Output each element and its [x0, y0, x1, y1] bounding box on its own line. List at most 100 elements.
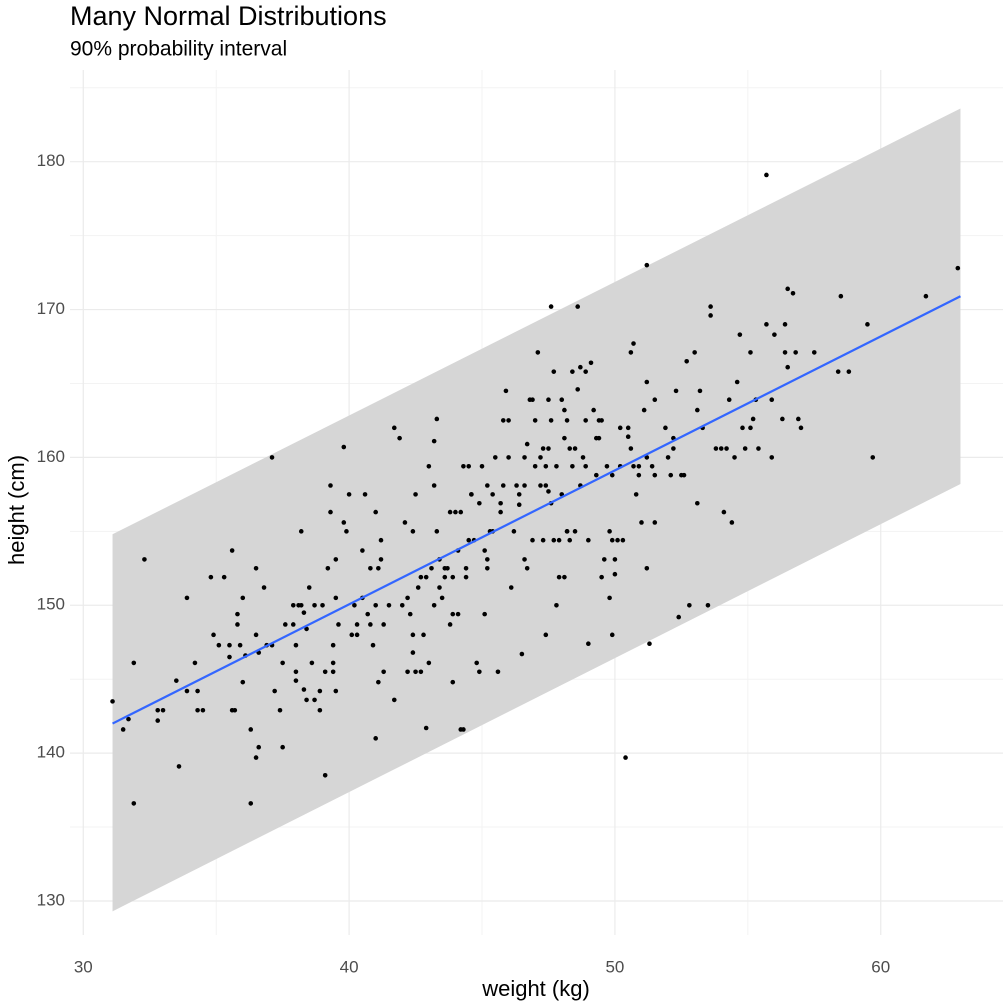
point [644, 379, 650, 385]
point [684, 358, 689, 364]
point [352, 602, 357, 608]
point [426, 660, 432, 666]
point [540, 446, 546, 451]
y-tick-label: 170 [37, 299, 65, 318]
point [423, 725, 429, 731]
point [599, 418, 604, 423]
point [461, 727, 466, 732]
point [673, 388, 679, 394]
point [564, 418, 570, 423]
point [455, 611, 461, 617]
point [647, 641, 652, 647]
y-tick-label: 180 [37, 151, 65, 170]
point [556, 574, 562, 580]
point [705, 602, 711, 608]
point [546, 489, 551, 494]
chart-title: Many Normal Distributions [70, 1, 387, 31]
chart-subtitle: 90% probability interval [70, 38, 287, 61]
point [184, 688, 190, 694]
point [376, 679, 381, 685]
point [652, 520, 658, 525]
point [200, 707, 206, 713]
point [349, 632, 355, 638]
point [485, 565, 490, 571]
point [253, 755, 259, 760]
point [522, 557, 527, 562]
point [636, 463, 642, 469]
point [368, 622, 373, 627]
point [399, 602, 405, 608]
x-tick-label: 50 [605, 957, 624, 976]
point [671, 446, 676, 451]
point [330, 642, 336, 648]
point [312, 697, 317, 703]
point [628, 350, 634, 355]
point [253, 565, 259, 571]
point [415, 585, 421, 590]
point [293, 642, 299, 648]
point [479, 463, 485, 469]
point [378, 557, 384, 562]
point [142, 557, 147, 562]
point [548, 304, 554, 309]
point [652, 397, 658, 403]
point [253, 632, 259, 638]
point [370, 642, 376, 648]
point [522, 483, 527, 488]
point [508, 585, 514, 590]
point [729, 520, 735, 525]
point [373, 602, 378, 608]
point [466, 537, 472, 543]
point [195, 688, 200, 694]
point [386, 602, 392, 608]
point [575, 304, 581, 309]
point [461, 463, 466, 469]
point [229, 548, 235, 553]
point [734, 379, 740, 385]
point [790, 290, 796, 296]
point [923, 293, 929, 299]
point [681, 472, 687, 478]
point [546, 397, 551, 403]
point [413, 669, 418, 675]
point [447, 622, 453, 627]
point [277, 707, 283, 713]
point [269, 455, 275, 460]
point [572, 529, 578, 534]
point [562, 407, 567, 413]
point [554, 463, 559, 469]
point [570, 463, 575, 469]
point [538, 455, 543, 460]
point [498, 509, 503, 515]
point [453, 509, 458, 515]
point [580, 455, 586, 460]
point [748, 425, 753, 431]
y-tick-label: 140 [37, 743, 65, 762]
point [482, 548, 487, 553]
point [578, 364, 583, 370]
point [551, 537, 557, 543]
point [360, 548, 365, 553]
point [306, 585, 312, 590]
point [405, 669, 410, 675]
point [110, 699, 115, 704]
point [381, 622, 386, 627]
point [248, 727, 254, 732]
point [612, 571, 618, 577]
point [617, 425, 623, 431]
point [500, 483, 506, 488]
point [354, 622, 360, 627]
point [535, 350, 541, 355]
point [695, 500, 700, 506]
point [780, 416, 785, 422]
point [410, 529, 416, 534]
point [309, 660, 315, 666]
point [232, 707, 238, 713]
point [748, 350, 753, 355]
point [708, 304, 713, 309]
point [524, 565, 530, 571]
point [506, 455, 511, 460]
point [490, 492, 495, 497]
point [559, 397, 565, 403]
point [418, 574, 424, 580]
